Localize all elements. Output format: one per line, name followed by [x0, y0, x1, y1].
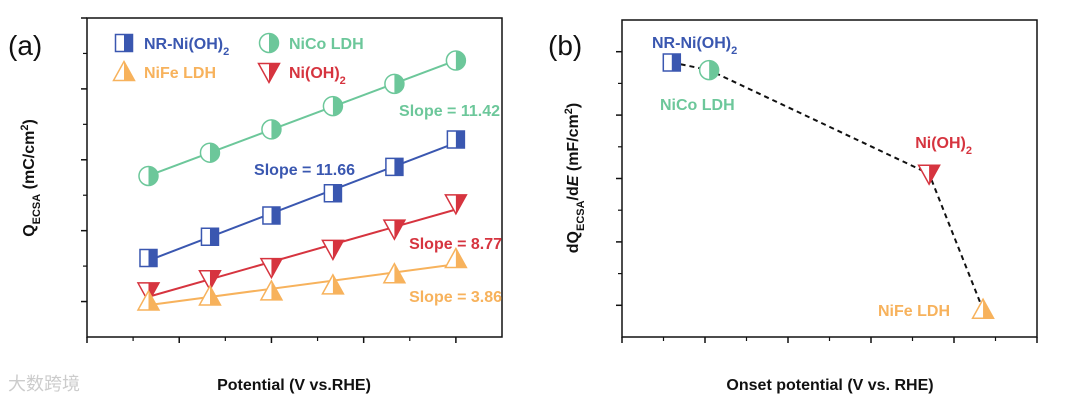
data-point-Ni(OH)2	[259, 257, 284, 280]
data-point-NiCo LDH-fill	[332, 96, 343, 116]
data-point-NR-Ni(OH)2	[262, 206, 281, 225]
legend-marker-NiFe LDH-fill	[124, 61, 135, 81]
legend-marker-Ni(OH)2-fill	[269, 63, 280, 83]
b-x-axis-label: Onset potential (V vs. RHE)	[726, 377, 933, 394]
slope-label-Ni(OH)2: Slope = 8.77	[409, 236, 502, 253]
legend-entry-Ni(OH)2: Ni(OH)2	[289, 65, 346, 87]
data-point-Ni(OH)2	[444, 194, 468, 216]
data-point-NR-Ni(OH)2-fill	[394, 158, 403, 176]
data-point-NiCo LDH-fill	[709, 60, 719, 80]
slope-label-NR-Ni(OH)2: Slope = 11.66	[254, 162, 355, 179]
panel-b-label: (b)	[548, 30, 582, 61]
data-point-NR-Ni(OH)2	[139, 248, 158, 268]
data-point-NR-Ni(OH)2	[385, 157, 404, 177]
fit-line-NiCo LDH	[148, 59, 457, 177]
slope-label-NiCo LDH: Slope = 11.42	[399, 103, 500, 120]
legend-marker-NiCo LDH-fill	[269, 33, 279, 53]
data-point-NiCo LDH-fill	[271, 119, 281, 139]
legend-entry-NiCo LDH: NiCo LDH	[289, 36, 364, 53]
data-point-NiFe LDH	[259, 279, 284, 301]
data-point-NR-Ni(OH)2-fill	[671, 53, 681, 71]
data-point-NiFe LDH-fill	[209, 285, 221, 305]
legend-marker-Ni(OH)2	[257, 62, 281, 85]
data-point-NR-Ni(OH)2	[200, 227, 220, 246]
panel-a-label: (a)	[8, 30, 42, 61]
point-label-Ni(OH)2: Ni(OH)2	[915, 135, 972, 157]
legend-marker-NiCo LDH	[258, 32, 280, 54]
data-point-Ni(OH)2-fill	[929, 165, 940, 185]
data-point-Ni(OH)2	[198, 270, 222, 292]
data-point-NiFe LDH-fill	[148, 291, 159, 311]
data-point-NiFe LDH-fill	[271, 280, 282, 300]
data-point-NR-Ni(OH)2-fill	[332, 184, 342, 202]
a-plot-frame	[86, 17, 503, 338]
data-point-Ni(OH)2-fill	[455, 194, 467, 214]
data-point-NiCo LDH	[138, 165, 159, 187]
data-point-NiCo LDH	[445, 50, 467, 71]
data-point-Ni(OH)2	[382, 219, 407, 241]
data-point-NiFe LDH-fill	[455, 248, 467, 268]
data-point-NiCo LDH-fill	[455, 51, 466, 71]
point-label-NR-Ni(OH)2: NR-Ni(OH)2	[652, 35, 737, 57]
data-point-NiFe LDH	[444, 246, 468, 269]
data-point-NR-Ni(OH)2-fill	[209, 228, 219, 246]
data-point-NiFe LDH-fill	[332, 274, 344, 294]
data-point-NR-Ni(OH)2	[323, 183, 343, 203]
data-point-NiFe LDH	[382, 262, 407, 284]
dashed-connector	[671, 61, 984, 311]
a-y-axis-label: QECSA (mC/cm2)	[19, 119, 43, 237]
data-point-NiCo LDH	[698, 59, 720, 81]
data-point-Ni(OH)2-fill	[271, 258, 282, 278]
data-point-Ni(OH)2	[917, 164, 941, 186]
legend-entry-NR-Ni(OH)2: NR-Ni(OH)2	[144, 36, 229, 58]
data-point-NiCo LDH-fill	[209, 143, 220, 163]
data-point-Ni(OH)2-fill	[332, 240, 344, 260]
data-point-NiFe LDH	[136, 289, 161, 311]
data-point-NiCo LDH	[261, 119, 282, 140]
data-point-Ni(OH)2-fill	[209, 270, 221, 290]
watermark: 大数跨境	[8, 374, 80, 394]
a-x-axis-label: Potential (V vs.RHE)	[217, 377, 371, 394]
data-point-NiCo LDH-fill	[394, 74, 404, 94]
fit-line-NiFe LDH	[148, 263, 457, 307]
fit-line-NR-Ni(OH)2	[148, 141, 457, 262]
point-label-NiFe LDH: NiFe LDH	[878, 303, 950, 320]
point-label-NiCo LDH: NiCo LDH	[660, 97, 735, 114]
data-point-NiCo LDH	[384, 73, 405, 95]
data-point-NiCo LDH	[322, 95, 344, 117]
data-point-NiFe LDH-fill	[394, 263, 405, 283]
data-point-NR-Ni(OH)2	[662, 53, 682, 72]
data-point-NR-Ni(OH)2-fill	[455, 131, 465, 149]
data-point-NiCo LDH-fill	[148, 166, 158, 186]
b-y-axis-label: dQECSA/dE (mF/cm2)	[563, 103, 587, 253]
data-point-NR-Ni(OH)2	[446, 130, 466, 149]
fit-line-Ni(OH)2	[148, 208, 457, 298]
legend-marker-NiFe LDH	[112, 59, 136, 82]
data-point-NiFe LDH	[321, 273, 345, 295]
data-point-Ni(OH)2	[321, 239, 345, 261]
slope-label-NiFe LDH: Slope = 3.86	[409, 289, 502, 306]
legend-entry-NiFe LDH: NiFe LDH	[144, 65, 216, 82]
data-point-NiFe LDH	[198, 284, 222, 306]
legend-marker-NR-Ni(OH)2	[114, 33, 134, 53]
data-point-NiFe LDH-fill	[983, 299, 994, 319]
data-point-Ni(OH)2-fill	[394, 220, 405, 240]
legend-marker-NR-Ni(OH)2-fill	[124, 34, 133, 52]
data-point-NR-Ni(OH)2-fill	[148, 249, 157, 267]
data-point-NiFe LDH	[971, 297, 995, 319]
data-point-NiCo LDH	[199, 142, 221, 163]
data-point-NR-Ni(OH)2-fill	[271, 206, 280, 224]
